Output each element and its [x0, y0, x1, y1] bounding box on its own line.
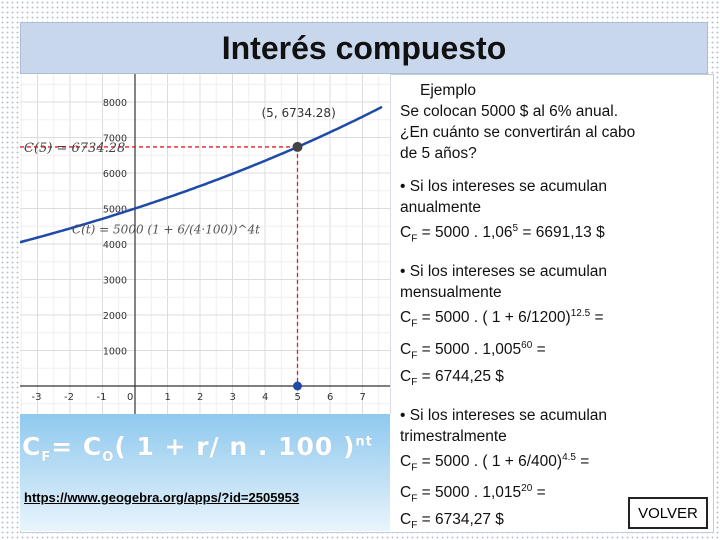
- point-on-axis: [293, 381, 302, 391]
- y-tick-label: 1000: [103, 347, 127, 358]
- x-tick-label: 4: [262, 392, 268, 403]
- x-tick-label: 0: [127, 392, 133, 403]
- annual-block: • Si los intereses se acumulan anualment…: [400, 176, 700, 249]
- y-tick-label: 5000: [103, 205, 127, 216]
- y-tick-label: 7000: [103, 134, 127, 145]
- bullet-text: trimestralmente: [400, 427, 507, 445]
- example-line: de 5 años?: [400, 145, 477, 162]
- grid: [20, 74, 390, 414]
- volver-button[interactable]: VOLVER: [628, 497, 708, 529]
- example-line: Se colocan 5000 $ al 6% anual.: [400, 103, 619, 120]
- x-tick-label: -3: [32, 392, 42, 403]
- calc-line: CF = 5000 . 1,065 = 6691,13 $: [400, 223, 605, 245]
- bullet-text: • Si los intereses se acumulan: [400, 406, 608, 424]
- x-tick-label: 3: [230, 392, 236, 403]
- compound-interest-formula: CF= CO( 1 + r/ n . 100 )nt: [22, 432, 373, 465]
- calc-line: CF = 6744,25 $: [400, 367, 504, 388]
- axes: [20, 74, 390, 414]
- function-label: C(t) = 5000 (1 + 6/(4·100))^4t: [72, 222, 260, 236]
- tick-labels: -3 -2 -1 0 1 2 3 4 5 6 7 8000 7000 6000 5000 4000 3000 20…: [32, 98, 366, 403]
- example-line: ¿En cuánto se convertirán al cabo: [400, 124, 636, 141]
- x-tick-label: 1: [165, 392, 171, 403]
- bullet-text: • Si los intereses se acumulan: [400, 263, 608, 281]
- geogebra-graph[interactable]: -3 -2 -1 0 1 2 3 4 5 6 7 8000 7000 6000 5000 4000 3000 20…: [20, 74, 391, 414]
- example-heading: Ejemplo: [420, 82, 476, 99]
- y-tick-label: 2000: [103, 311, 127, 322]
- c5-label: C(5) = 6734.28: [24, 141, 125, 156]
- calc-line: CF = 5000 . ( 1 + 6/400)4.5 =: [400, 451, 590, 474]
- graph-canvas[interactable]: -3 -2 -1 0 1 2 3 4 5 6 7 8000 7000 6000 5000 4000 3000 20…: [20, 74, 390, 414]
- bullet-text: mensualmente: [400, 284, 502, 302]
- function-curve: [20, 105, 383, 244]
- geogebra-link[interactable]: https://www.geogebra.org/apps/?id=250595…: [24, 490, 300, 505]
- example-text: Ejemplo Se colocan 5000 $ al 6% anual. ¿…: [400, 80, 700, 536]
- x-tick-label: 7: [360, 392, 366, 403]
- bullet-text: • Si los intereses se acumulan: [400, 178, 608, 195]
- formula-panel: CF= CO( 1 + r/ n . 100 )nt https://www.g…: [20, 414, 390, 531]
- y-tick-label: 8000: [103, 98, 127, 109]
- y-tick-label: 3000: [103, 276, 127, 287]
- y-tick-label: 6000: [103, 169, 127, 180]
- quarterly-block: • Si los intereses se acumulan trimestra…: [400, 405, 700, 537]
- x-tick-label: -1: [97, 392, 107, 403]
- x-tick-label: 6: [327, 392, 333, 403]
- page-title: Interés compuesto: [221, 30, 507, 66]
- calc-line: CF = 5000 . 1,00560 =: [400, 339, 546, 361]
- bullet-text: anualmente: [400, 199, 482, 216]
- y-tick-label: 4000: [103, 240, 127, 251]
- calc-line: CF = 6734,27 $: [400, 511, 504, 532]
- x-tick-label: 2: [197, 392, 203, 403]
- calc-line: CF = 5000 . ( 1 + 6/1200)12.5 =: [400, 308, 604, 330]
- point-on-curve: [292, 141, 303, 152]
- calc-line: CF = 5000 . 1,01520 =: [400, 483, 546, 505]
- point-label: (5, 6734.28): [262, 106, 336, 120]
- monthly-block: • Si los intereses se acumulan mensualme…: [400, 261, 700, 393]
- x-tick-label: 5: [295, 392, 301, 403]
- title-bar: Interés compuesto: [20, 22, 708, 74]
- x-tick-label: -2: [64, 392, 74, 403]
